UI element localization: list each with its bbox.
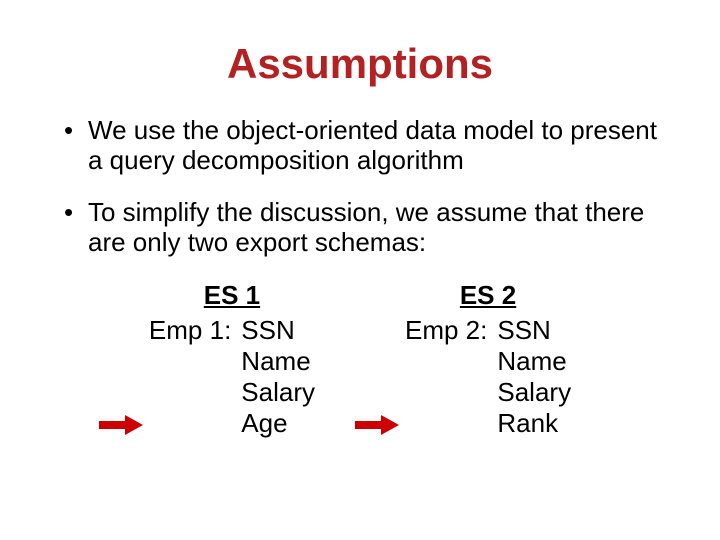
schema-block: ES 2 Emp 2: SSN Name Salary Rank	[405, 280, 571, 440]
bullet-item: To simplify the discussion, we assume th…	[60, 198, 660, 258]
bullet-item: We use the object-oriented data model to…	[60, 116, 660, 176]
schema-attr: SSN	[241, 315, 315, 346]
schema-title: ES 1	[204, 280, 260, 311]
schema-body: Emp 1: SSN Name Salary Age	[149, 315, 315, 440]
slide: Assumptions We use the object-oriented d…	[0, 0, 720, 540]
schema-entity: Emp 1:	[149, 315, 231, 346]
schema-attrs: SSN Name Salary Rank	[497, 315, 571, 440]
schema-attr: SSN	[497, 315, 571, 346]
schema-attrs: SSN Name Salary Age	[241, 315, 315, 440]
schema-attr: Rank	[497, 408, 571, 439]
schema-attr: Salary	[497, 377, 571, 408]
schema-body: Emp 2: SSN Name Salary Rank	[405, 315, 571, 440]
schema-attr: Age	[241, 408, 315, 439]
arrow-icon	[99, 415, 143, 435]
schema-title: ES 2	[460, 280, 516, 311]
schema-entity: Emp 2:	[405, 315, 487, 346]
bullet-list: We use the object-oriented data model to…	[60, 116, 660, 258]
schema-attr: Name	[497, 346, 571, 377]
schema-attr: Salary	[241, 377, 315, 408]
schema-attr: Name	[241, 346, 315, 377]
slide-title: Assumptions	[60, 40, 660, 88]
schemas-row: ES 1 Emp 1: SSN Name Salary Age ES 2	[60, 280, 660, 440]
arrow-icon	[355, 415, 399, 435]
schema-block: ES 1 Emp 1: SSN Name Salary Age	[149, 280, 315, 440]
